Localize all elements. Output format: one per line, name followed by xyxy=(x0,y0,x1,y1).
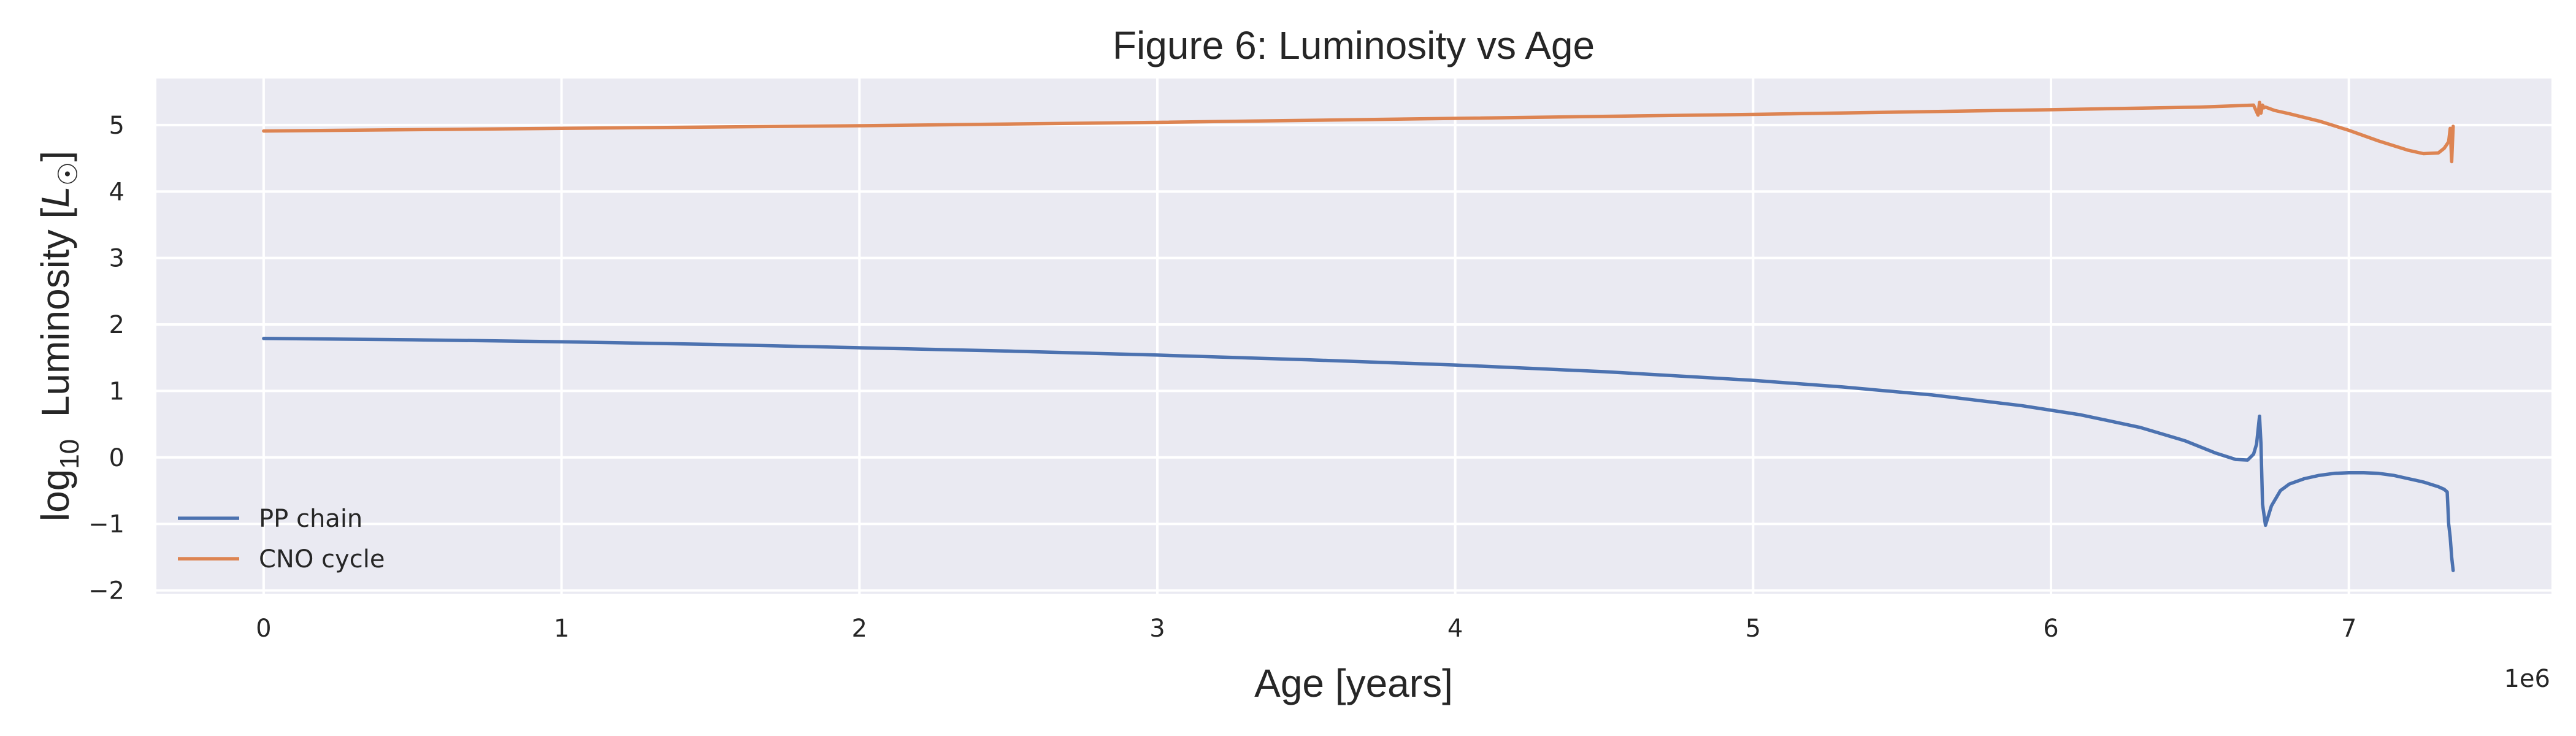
y-axis-title-sun: ☉ xyxy=(53,162,83,186)
y-axis-title-close: ] xyxy=(33,151,77,162)
series-layer xyxy=(262,101,2455,572)
grid-lines xyxy=(156,79,2551,594)
legend: PP chain CNO cycle xyxy=(178,505,385,573)
series-line-pp-chain xyxy=(262,337,2455,572)
y-tick-label: 5 xyxy=(109,112,125,140)
y-tick-label: 4 xyxy=(109,178,125,206)
x-tick-labels: 0 1 2 3 4 5 6 7 xyxy=(256,615,2356,643)
y-axis-title-main: Luminosity [ xyxy=(33,208,77,439)
x-tick-label: 6 xyxy=(2043,615,2058,643)
y-axis-title-symbol: L xyxy=(33,186,77,208)
x-offset-label: 1e6 xyxy=(2504,665,2550,693)
y-axis-title-subscript: 10 xyxy=(55,439,85,469)
legend-label-cno-cycle: CNO cycle xyxy=(259,545,385,573)
y-tick-label: −2 xyxy=(88,577,125,605)
y-tick-label: 2 xyxy=(109,311,125,339)
x-tick-label: 4 xyxy=(1447,615,1463,643)
x-tick-label: 0 xyxy=(256,615,271,643)
y-tick-label: 1 xyxy=(109,377,125,405)
x-tick-label: 2 xyxy=(852,615,867,643)
x-tick-label: 7 xyxy=(2341,615,2356,643)
y-tick-label: 3 xyxy=(109,245,125,273)
y-tick-label: 0 xyxy=(109,444,125,472)
y-tick-labels: −2 −1 0 1 2 3 4 5 xyxy=(88,112,125,605)
x-tick-label: 1 xyxy=(554,615,569,643)
chart-title: Figure 6: Luminosity vs Age xyxy=(1113,23,1595,67)
x-tick-label: 3 xyxy=(1149,615,1165,643)
y-tick-label: −1 xyxy=(88,510,125,539)
x-tick-label: 5 xyxy=(1746,615,1761,643)
y-axis-title-log: log xyxy=(33,469,77,521)
plot-area xyxy=(156,79,2551,594)
y-axis-title: log10 Luminosity [L☉] xyxy=(33,151,85,521)
series-line-cno-cycle xyxy=(262,101,2455,164)
legend-label-pp-chain: PP chain xyxy=(259,505,362,533)
x-axis-title: Age [years] xyxy=(1254,661,1453,705)
